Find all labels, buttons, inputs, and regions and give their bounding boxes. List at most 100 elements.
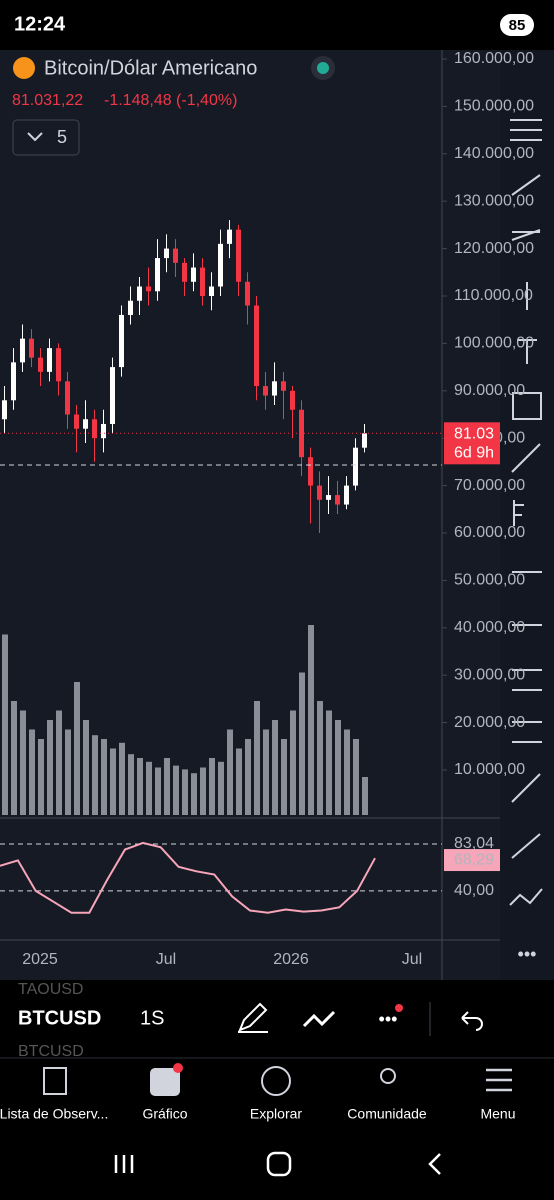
toolbar-symbol[interactable]: BTCUSD [18,1007,101,1029]
volume-bar [164,758,170,815]
volume-bar [317,701,323,815]
candle-body [128,300,133,315]
y-tick-label: 30.000,00 [454,666,525,683]
volume-bar [326,710,332,815]
candle-body [191,267,196,282]
volume-bar [362,777,368,815]
candle-body [353,447,358,486]
candle-body [119,314,124,368]
candle-body [335,495,340,505]
y-tick-label: 10.000,00 [454,761,525,778]
volume-bar [20,710,26,815]
home[interactable] [266,1151,292,1177]
candle-body [11,362,16,401]
candle-body [245,281,250,306]
price: 81.031,22 [12,92,83,109]
pen-icon[interactable] [238,1002,268,1033]
y-tick-label: 160.000,00 [454,50,534,67]
time: 12:24 [14,13,66,35]
community-icon [380,1068,396,1084]
candle-body [344,485,349,505]
nav-label[interactable]: Menu [480,1106,515,1122]
nav-label[interactable]: Lista de Observ... [0,1106,108,1122]
nav-label[interactable]: Explorar [250,1106,302,1122]
more-icon[interactable]: ••• [379,1009,398,1029]
badge [395,1004,403,1012]
candle-body [101,423,106,439]
indicator-toggle[interactable] [12,119,80,156]
volume-bar [353,739,359,815]
candle-body [47,348,52,372]
candle-body [29,338,34,358]
candle-body [326,495,331,500]
osc-tick-label: 68,29 [454,851,494,868]
osc-tick-label: 83,04 [454,835,494,852]
chart-badge [173,1063,183,1073]
draw-icon[interactable] [302,1010,336,1028]
volume-bar [155,767,161,815]
x-tick-label: Jul [402,951,422,968]
candle-body [56,348,61,382]
volume-bar [209,758,215,815]
volume-bar [74,682,80,815]
y-tick-label: 70.000,00 [454,477,525,494]
volume-bar [101,739,107,815]
toolbar-interval[interactable]: 1S [140,1007,164,1029]
volume-bar [182,769,188,815]
candle-body [65,381,70,415]
volume-bar [47,720,53,815]
next-symbol: BTCUSD [18,1043,84,1060]
volume-bar [299,672,305,815]
candle-body [83,419,88,429]
volume-bar [110,748,116,815]
candle-body [209,286,214,296]
y-tick-label: 110.000,00 [454,287,533,304]
menu-icon [486,1068,512,1092]
x-tick-label: Jul [156,951,176,968]
candle-body [2,400,7,420]
x-tick-label: 2026 [273,951,309,968]
volume-bar [56,710,62,815]
change: -1.148,48 (-1,40%) [104,92,237,109]
candle-body [308,457,313,486]
y-tick-label: 100.000,00 [454,335,534,352]
volume-bar [65,729,71,815]
candle-body [38,357,43,372]
nav-label[interactable]: Gráfico [142,1106,187,1122]
volume-bar [137,758,143,815]
y-tick-label: 40.000,00 [454,619,525,636]
price-tag [444,422,500,465]
drawing-toolbar [500,50,554,980]
candle-body [254,305,259,387]
candle-body [164,248,169,259]
countdown: 6d 9h [454,445,494,462]
status-bar [0,0,554,50]
candle-body [281,381,286,391]
back[interactable] [428,1153,441,1175]
undo-icon[interactable] [461,1011,483,1031]
battery-level: 85 [509,17,526,34]
symbol-title: Bitcoin/Dólar Americano [44,57,257,79]
volume-bar [344,729,350,815]
nav-label[interactable]: Comunidade [347,1106,427,1122]
recent-apps[interactable] [114,1155,134,1173]
x-tick-label: 2025 [22,951,58,968]
candle-body [272,381,277,396]
more-tools[interactable]: ••• [518,944,537,964]
volume-bar [272,720,278,815]
volume-bar [146,761,152,815]
volume-bar [173,765,179,815]
chevron [27,132,43,142]
volume-bar [227,729,233,815]
volume-bar [119,742,125,815]
volume-bar [200,767,206,815]
battery [500,14,534,36]
price-tag-label: 81.03 [454,426,494,443]
candle-body [146,286,151,292]
indicator-count: 5 [57,127,67,147]
volume-bar [83,720,89,815]
candle-body [218,243,223,287]
candle-body [182,262,187,282]
volume-bar [245,739,251,815]
y-tick-label: 140.000,00 [454,145,534,162]
